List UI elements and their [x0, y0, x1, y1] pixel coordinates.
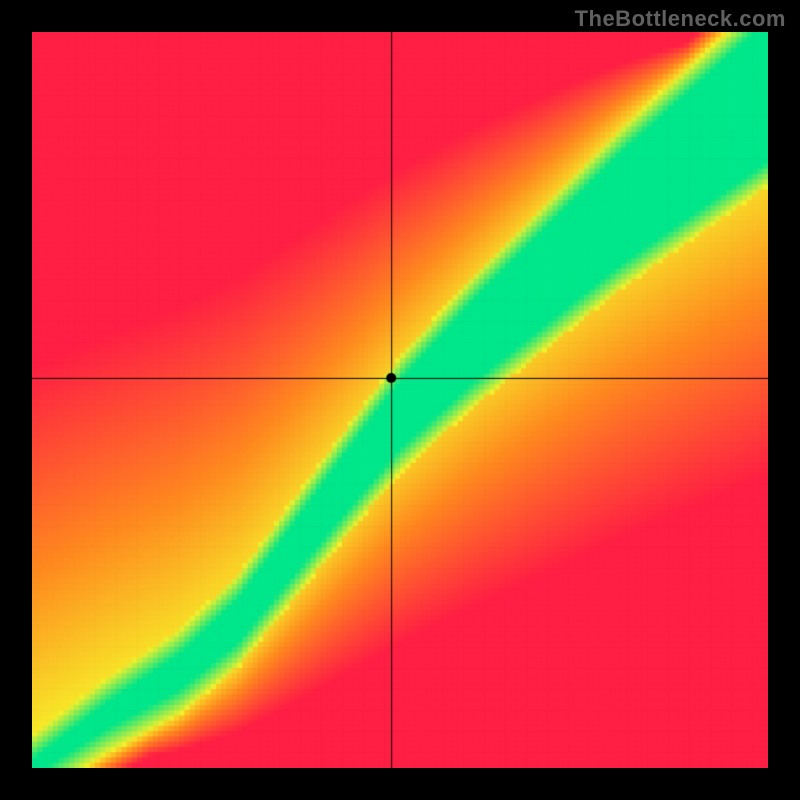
watermark-text: TheBottleneck.com: [575, 6, 786, 32]
bottleneck-heatmap: [32, 32, 768, 768]
chart-container: TheBottleneck.com: [0, 0, 800, 800]
